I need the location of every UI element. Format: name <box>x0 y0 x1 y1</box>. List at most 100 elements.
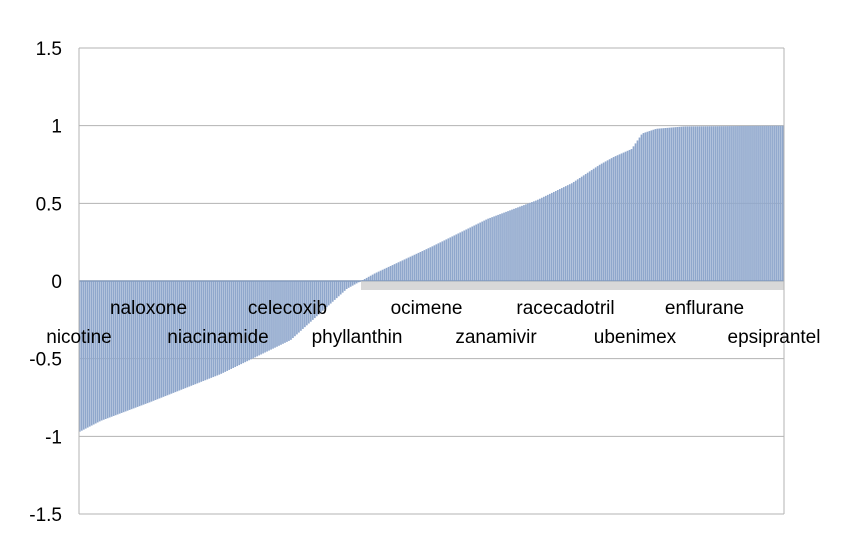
bar <box>435 244 438 281</box>
category-label: nicotine <box>46 327 112 348</box>
bar <box>110 281 113 417</box>
bar <box>254 281 256 358</box>
bar <box>337 281 340 297</box>
bar <box>778 125 780 281</box>
bar <box>84 281 87 429</box>
bar <box>176 281 179 392</box>
bar <box>425 249 428 281</box>
bar <box>566 185 569 281</box>
bar <box>126 281 129 411</box>
bar <box>539 198 541 281</box>
bar <box>288 281 290 341</box>
bar <box>610 158 613 281</box>
bar <box>616 155 619 281</box>
bar <box>690 126 693 281</box>
bar <box>533 201 535 281</box>
bar <box>236 281 239 367</box>
bar <box>385 267 388 281</box>
bar <box>762 125 764 281</box>
bar <box>558 189 561 281</box>
y-axis-tick-labels: 1.5 1 0.5 0 -0.5 -1 -1.5 <box>29 39 62 526</box>
bar <box>543 196 545 281</box>
bar <box>100 281 103 421</box>
category-label: epsiprantel <box>728 327 821 348</box>
bar <box>740 126 742 281</box>
bar <box>648 131 651 281</box>
bar-series <box>79 125 784 432</box>
bar <box>188 281 191 387</box>
bar <box>323 281 326 309</box>
bar <box>112 281 115 416</box>
bar <box>527 203 529 281</box>
bar <box>80 281 83 431</box>
bar <box>94 281 97 424</box>
bar <box>415 253 418 281</box>
category-labels: nicotine naloxone niacinamide celecoxib phyl… <box>46 298 820 348</box>
bar <box>638 137 641 281</box>
bar <box>329 281 332 304</box>
bar <box>331 281 334 302</box>
bar <box>764 125 766 281</box>
bar <box>170 281 173 394</box>
bar <box>662 128 665 281</box>
bar <box>116 281 119 415</box>
bar <box>537 199 539 281</box>
plot-frame <box>78 48 785 514</box>
bar <box>608 159 611 281</box>
bar <box>576 179 579 281</box>
bar <box>598 164 601 281</box>
bar <box>626 150 629 281</box>
bar <box>407 257 410 281</box>
bar <box>292 281 294 339</box>
bar <box>650 130 653 281</box>
bar <box>224 281 227 372</box>
bar <box>327 281 330 306</box>
bar <box>519 206 521 281</box>
bar <box>122 281 125 413</box>
bar <box>714 126 716 281</box>
bar <box>144 281 147 404</box>
bar <box>471 226 474 281</box>
bar <box>276 281 278 347</box>
bar <box>523 205 525 281</box>
bar <box>750 125 752 281</box>
bar <box>345 281 348 290</box>
bar <box>606 160 609 281</box>
bar <box>401 260 404 281</box>
bar <box>652 129 655 281</box>
bar <box>79 281 81 432</box>
bar <box>736 126 738 281</box>
bar <box>286 281 288 342</box>
bar <box>475 224 477 281</box>
bar <box>658 128 661 281</box>
bar <box>722 126 724 281</box>
bar <box>200 281 203 382</box>
bar <box>507 211 509 281</box>
bar <box>421 251 424 281</box>
bar <box>395 263 398 281</box>
bar <box>262 281 264 354</box>
bar <box>760 125 762 281</box>
bar <box>319 281 322 313</box>
bar <box>90 281 93 426</box>
bar <box>192 281 195 385</box>
bar <box>92 281 95 425</box>
bar <box>226 281 229 371</box>
bar <box>138 281 141 407</box>
bar <box>218 281 221 375</box>
y-tick-label: 0.5 <box>36 194 62 215</box>
bar <box>698 126 701 281</box>
bar <box>513 208 515 281</box>
category-label: niacinamide <box>167 327 268 348</box>
bar <box>592 168 595 281</box>
bar <box>397 262 400 281</box>
category-label: phyllanthin <box>312 327 403 348</box>
bar <box>312 281 314 320</box>
bar <box>499 214 501 281</box>
bar <box>220 281 223 374</box>
bar <box>222 281 225 373</box>
bar <box>321 281 324 311</box>
bar <box>774 125 776 281</box>
bar <box>467 228 470 281</box>
bar <box>525 204 527 281</box>
